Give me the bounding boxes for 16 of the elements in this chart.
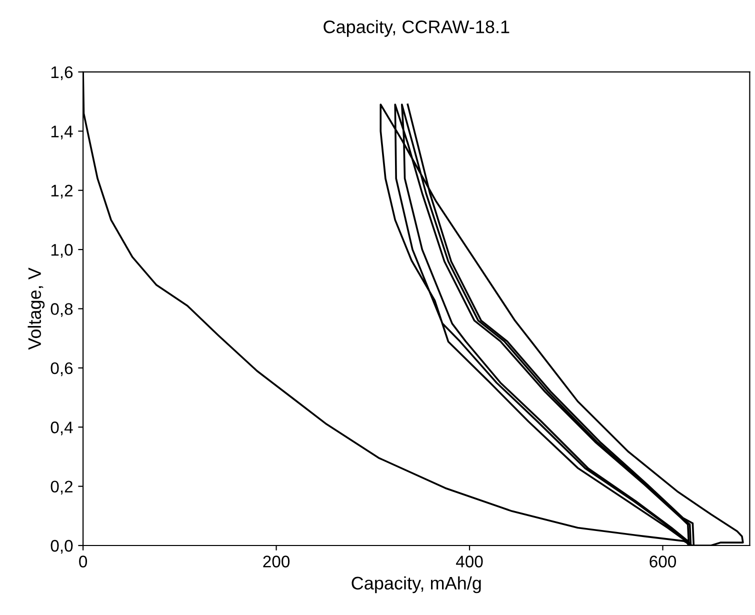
y-tick-label: 1,4	[51, 126, 73, 140]
y-tick-label: 0,6	[50, 362, 73, 376]
y-tick-label: 0,4	[50, 422, 73, 436]
y-tick-label: 0,2	[50, 480, 72, 494]
y-tick-label: 0,0	[50, 540, 73, 554]
y-tick-label: 1,0	[51, 244, 73, 258]
y-axis-title: Voltage, V	[28, 268, 45, 350]
x-axis-title: Capacity, mAh/g	[352, 576, 481, 594]
y-tick-label: 1,2	[51, 184, 72, 199]
y-tick-label: 1,6	[51, 66, 73, 80]
x-tick-label: 200	[263, 556, 290, 568]
x-tick-label: 0	[79, 556, 88, 568]
x-tick-label: 600	[650, 556, 676, 568]
x-tick-label: 400	[456, 556, 483, 568]
chart-title: Capacity, CCRAW-18.1	[324, 20, 510, 37]
y-tick-label: 0,8	[50, 303, 73, 317]
